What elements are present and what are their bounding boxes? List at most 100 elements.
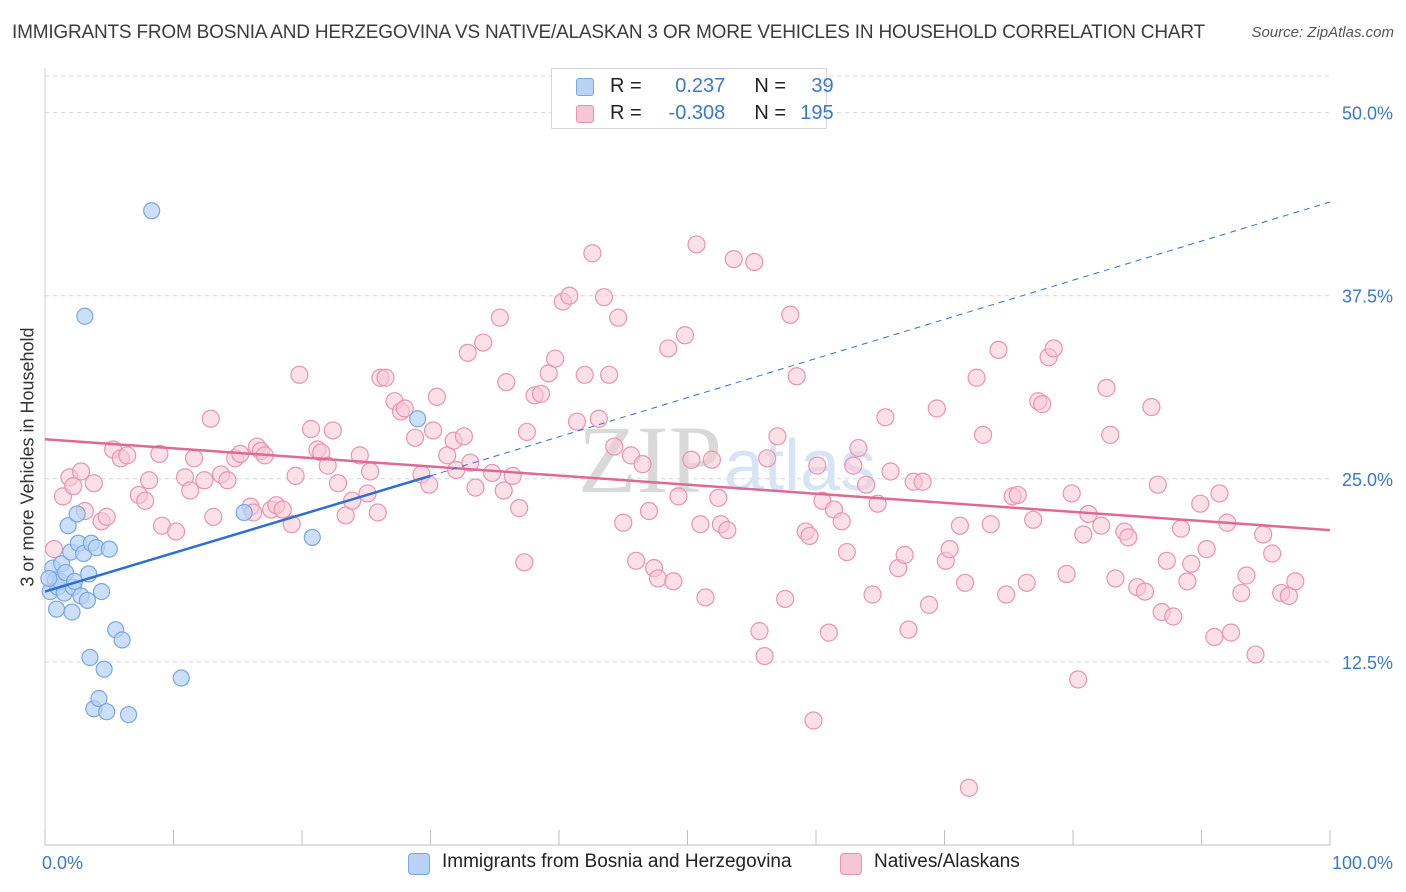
pink-data-point <box>1097 378 1116 398</box>
legend-text-blue: R = 0.237 N = 39 <box>610 75 834 98</box>
pink-data-point <box>989 340 1008 360</box>
grid <box>45 75 1330 663</box>
pink-data-point <box>368 503 387 522</box>
pink-data-point <box>546 349 565 368</box>
blue-data-point <box>143 202 161 220</box>
pink-data-point <box>44 540 64 559</box>
blue-data-point <box>47 600 66 618</box>
series-label-pink: Natives/Alaskans <box>874 851 1020 872</box>
pink-data-point <box>1024 510 1043 529</box>
x-tick-label-min: 0.0% <box>42 853 83 873</box>
pink-data-point <box>899 620 918 639</box>
pink-data-point <box>575 365 594 384</box>
pink-data-point <box>639 501 659 521</box>
pink-data-point <box>837 542 856 562</box>
chart-title: IMMIGRANTS FROM BOSNIA AND HERZEGOVINA V… <box>12 22 1205 43</box>
pink-data-point <box>940 540 959 559</box>
pink-data-point <box>1263 544 1282 563</box>
pink-data-point <box>1171 519 1191 538</box>
legend-r-label: R = <box>610 102 642 124</box>
pink-data-point <box>594 288 614 307</box>
pink-data-point <box>895 545 914 565</box>
pink-data-point <box>614 513 633 532</box>
pink-data-point <box>669 487 688 506</box>
pink-data-point <box>405 428 425 447</box>
pink-data-point <box>97 507 116 526</box>
pink-data-point <box>1074 525 1093 544</box>
pink-data-point <box>1286 572 1305 591</box>
pink-data-point <box>981 515 1000 534</box>
pink-data-point <box>1092 516 1111 535</box>
blue-data-point <box>59 517 77 535</box>
pink-data-point <box>955 573 975 592</box>
y-tick-label: 37.5% <box>1342 287 1393 307</box>
pink-data-point <box>724 249 743 269</box>
blue-data-point <box>40 569 58 588</box>
pink-data-point <box>1057 564 1076 584</box>
pink-data-point <box>195 471 214 490</box>
blue-trend-line-extension <box>430 201 1331 477</box>
pink-data-point <box>184 449 204 468</box>
pink-data-point <box>1069 670 1088 689</box>
pink-data-point <box>950 516 970 535</box>
pink-data-point <box>691 515 710 534</box>
pink-data-point <box>1017 573 1036 592</box>
pink-data-point <box>286 466 305 485</box>
pink-data-point <box>913 472 932 491</box>
pink-data-point <box>118 446 137 465</box>
pink-data-point <box>1033 395 1052 414</box>
pink-data-point <box>781 305 800 324</box>
pink-data-point <box>696 588 715 607</box>
pink-data-point <box>201 409 220 428</box>
pink-data-point <box>1178 572 1197 591</box>
pink-data-point <box>1182 554 1201 573</box>
pink-data-point <box>758 449 777 468</box>
blue-trend-line <box>44 474 431 593</box>
pink-data-point <box>1148 475 1167 494</box>
pink-data-point <box>709 488 728 507</box>
pink-data-point <box>510 499 529 518</box>
pink-data-point <box>503 466 522 485</box>
pink-data-point <box>84 474 103 493</box>
pink-data-point <box>1197 540 1216 559</box>
pink-data-point <box>997 585 1016 604</box>
legend-n-label: N = <box>754 75 787 97</box>
legend-swatch-blue <box>576 78 594 96</box>
pink-data-point <box>745 252 764 272</box>
pink-data-point <box>633 455 652 474</box>
pink-data-point <box>718 520 737 540</box>
blue-data-point <box>235 503 253 522</box>
axes <box>44 68 1331 846</box>
pink-data-point <box>1062 484 1081 503</box>
pink-data-point <box>301 419 321 439</box>
natives-alaskans-points <box>44 235 1305 797</box>
legend-r-label: R = <box>610 75 642 97</box>
tick-labels: 12.5% 25.0% 37.5% 50.0% 0.0% 100.0% <box>42 104 1393 873</box>
pink-data-point <box>863 585 882 604</box>
pink-data-point <box>150 444 169 464</box>
pink-data-point <box>959 778 979 797</box>
pink-data-point <box>1106 569 1125 588</box>
blue-data-point <box>98 703 116 721</box>
pink-data-point <box>328 474 348 493</box>
pink-data-point <box>318 456 337 475</box>
pink-data-point <box>800 526 819 546</box>
legend-swatch-pink <box>576 105 594 123</box>
blue-data-point <box>409 410 427 428</box>
pink-data-point <box>881 462 900 481</box>
pink-data-point <box>483 463 502 483</box>
blue-data-point <box>95 660 113 678</box>
pink-data-point <box>583 244 602 263</box>
series-swatch-pink <box>840 853 862 875</box>
pink-data-point <box>849 438 868 458</box>
blue-data-point <box>90 689 108 708</box>
pink-data-point <box>218 471 237 490</box>
pink-data-point <box>768 427 787 446</box>
bosnia-immigrants-points <box>40 202 427 724</box>
pink-data-point <box>71 462 91 481</box>
pink-data-point <box>1142 397 1161 417</box>
pink-data-point <box>376 368 395 387</box>
blue-data-point <box>78 591 97 609</box>
pink-data-point <box>857 475 876 494</box>
